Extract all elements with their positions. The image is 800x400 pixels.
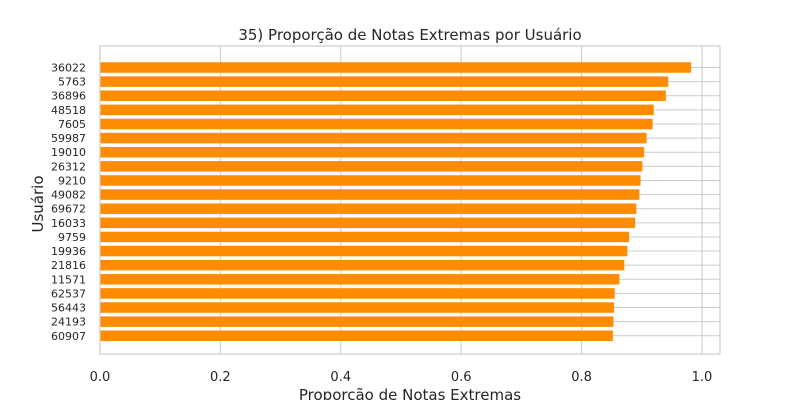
bar-19936 [100,245,628,257]
bar-26312 [100,161,643,172]
y-tick-label: 48518 [51,104,86,117]
y-tick-label: 21816 [51,259,86,272]
bar-5763 [100,76,669,87]
y-tick-label: 16033 [51,217,86,230]
bars [100,62,692,342]
y-tick-label: 19010 [51,146,86,159]
y-tick-labels: 3602257633689648518760559987190102631292… [51,62,86,343]
y-tick-label: 49082 [51,189,86,202]
y-axis-label: Usuário [29,175,47,232]
bar-69672 [100,203,637,214]
bar-60907 [100,330,613,342]
y-tick-label: 60907 [51,330,86,343]
plot-frame [99,45,721,355]
y-tick-label: 59987 [51,132,86,145]
bar-48518 [100,104,654,116]
bar-24193 [100,316,614,327]
bar-9759 [100,231,630,243]
y-tick-label: 69672 [51,203,86,216]
bar-21816 [100,259,625,271]
x-axis-label: Proporção de Notas Extremas [299,386,521,400]
bar-59987 [100,132,647,144]
y-tick-label: 5763 [58,76,86,89]
bar-62537 [100,288,615,299]
chart-title: 35) Proporção de Notas Extremas por Usuá… [238,26,581,44]
bar-49082 [100,189,640,200]
x-tick-label: 0.8 [571,370,592,385]
bar-36022 [100,62,692,73]
y-tick-label: 7605 [58,118,86,131]
x-tick-labels: 0.0 0.2 0.4 0.6 0.8 1.0 [90,370,713,385]
y-tick-label: 36896 [51,90,86,103]
y-tick-label: 24193 [51,316,86,329]
bar-7605 [100,118,653,130]
y-tick-label: 36022 [51,62,86,75]
bar-56443 [100,302,615,313]
bar-9210 [100,175,641,186]
bar-36896 [100,90,666,101]
bar-11571 [100,274,620,285]
x-tick-label: 1.0 [692,370,713,385]
bar-16033 [100,217,636,229]
x-tick-label: 0.0 [90,370,111,385]
x-tick-label: 0.4 [330,370,351,385]
bar-19010 [100,146,645,158]
y-tick-label: 9210 [58,174,86,187]
x-tick-label: 0.6 [451,370,472,385]
y-tick-label: 62537 [51,287,86,300]
y-tick-label: 11571 [51,273,86,286]
y-tick-label: 56443 [51,302,86,315]
y-tick-label: 19936 [51,245,86,258]
y-tick-label: 26312 [51,160,86,173]
y-tick-label: 9759 [58,231,86,244]
x-tick-label: 0.2 [210,370,231,385]
